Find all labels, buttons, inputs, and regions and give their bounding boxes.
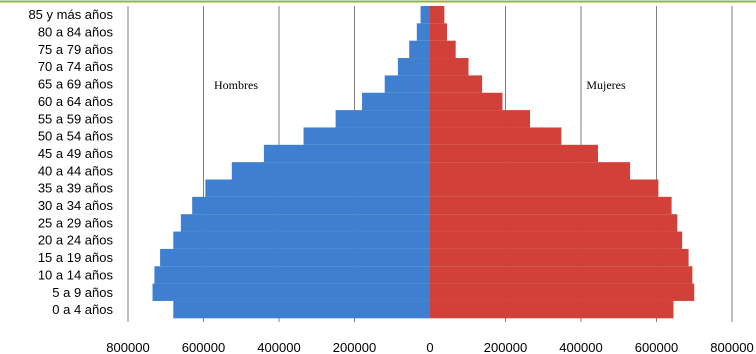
bar-hombres <box>304 127 430 144</box>
bar-mujeres <box>430 180 658 197</box>
category-label: 10 a 14 años <box>38 267 114 282</box>
bar-mujeres <box>430 145 598 162</box>
bar-mujeres <box>430 127 561 144</box>
bar-hombres <box>362 93 430 110</box>
category-label: 30 a 34 años <box>38 198 114 213</box>
series-label-mujeres: Mujeres <box>586 78 626 92</box>
bar-mujeres <box>430 93 502 110</box>
bar-hombres <box>181 214 430 231</box>
bar-mujeres <box>430 284 694 301</box>
x-tick-label: 0 <box>426 340 433 354</box>
bar-mujeres <box>430 249 689 266</box>
category-label: 25 a 29 años <box>38 215 114 230</box>
bar-hombres <box>409 41 430 58</box>
bar-hombres <box>421 6 430 23</box>
category-label: 35 a 39 años <box>38 181 114 196</box>
category-label: 75 a 79 años <box>38 42 114 57</box>
x-tick-label: 200000 <box>484 340 527 354</box>
bar-mujeres <box>430 301 673 318</box>
x-tick-label: 400000 <box>257 340 300 354</box>
bar-mujeres <box>430 197 672 214</box>
category-label: 40 a 44 años <box>38 163 114 178</box>
category-label: 5 a 9 años <box>52 285 113 300</box>
bar-mujeres <box>430 266 692 283</box>
category-label: 50 a 54 años <box>38 129 114 144</box>
bar-hombres <box>153 284 430 301</box>
bar-hombres <box>160 249 430 266</box>
series-label-hombres: Hombres <box>214 78 258 92</box>
bar-hombres <box>336 110 430 127</box>
category-label: 15 a 19 años <box>38 250 114 265</box>
x-tick-label: 600000 <box>182 340 225 354</box>
bar-hombres <box>192 197 430 214</box>
bar-mujeres <box>430 58 469 75</box>
bar-mujeres <box>430 23 447 40</box>
bar-hombres <box>205 180 430 197</box>
x-tick-label: 800000 <box>106 340 149 354</box>
x-tick-labels: 800000 600000 400000 200000 0 200000 400000 600… <box>106 340 753 354</box>
category-labels: 0 a 4 años 5 a 9 años 10 a 14 años 15 a 19 … <box>28 7 113 317</box>
bar-hombres <box>232 162 430 179</box>
category-label: 85 y más años <box>28 7 113 22</box>
category-label: 45 a 49 años <box>38 146 114 161</box>
x-tick-label: 600000 <box>635 340 678 354</box>
bar-hombres <box>264 145 430 162</box>
category-label: 70 a 74 años <box>38 59 114 74</box>
category-label: 65 a 69 años <box>38 77 114 92</box>
bar-hombres <box>417 23 430 40</box>
bar-hombres <box>154 266 430 283</box>
bar-mujeres <box>430 162 630 179</box>
x-tick-label: 800000 <box>710 340 753 354</box>
category-label: 80 a 84 años <box>38 25 114 40</box>
bar-mujeres <box>430 110 530 127</box>
x-tick-label: 200000 <box>333 340 376 354</box>
bar-hombres <box>173 232 430 249</box>
bar-mujeres <box>430 232 682 249</box>
bar-mujeres <box>430 75 482 92</box>
bar-mujeres <box>430 214 677 231</box>
category-label: 55 a 59 años <box>38 111 114 126</box>
bars <box>153 6 695 318</box>
bar-mujeres <box>430 6 444 23</box>
category-label: 60 a 64 años <box>38 94 114 109</box>
x-tick-label: 400000 <box>559 340 602 354</box>
category-label: 20 a 24 años <box>38 233 114 248</box>
category-label: 0 a 4 años <box>52 302 113 317</box>
bar-hombres <box>173 301 430 318</box>
bar-hombres <box>385 75 430 92</box>
bar-mujeres <box>430 41 456 58</box>
bar-hombres <box>398 58 430 75</box>
